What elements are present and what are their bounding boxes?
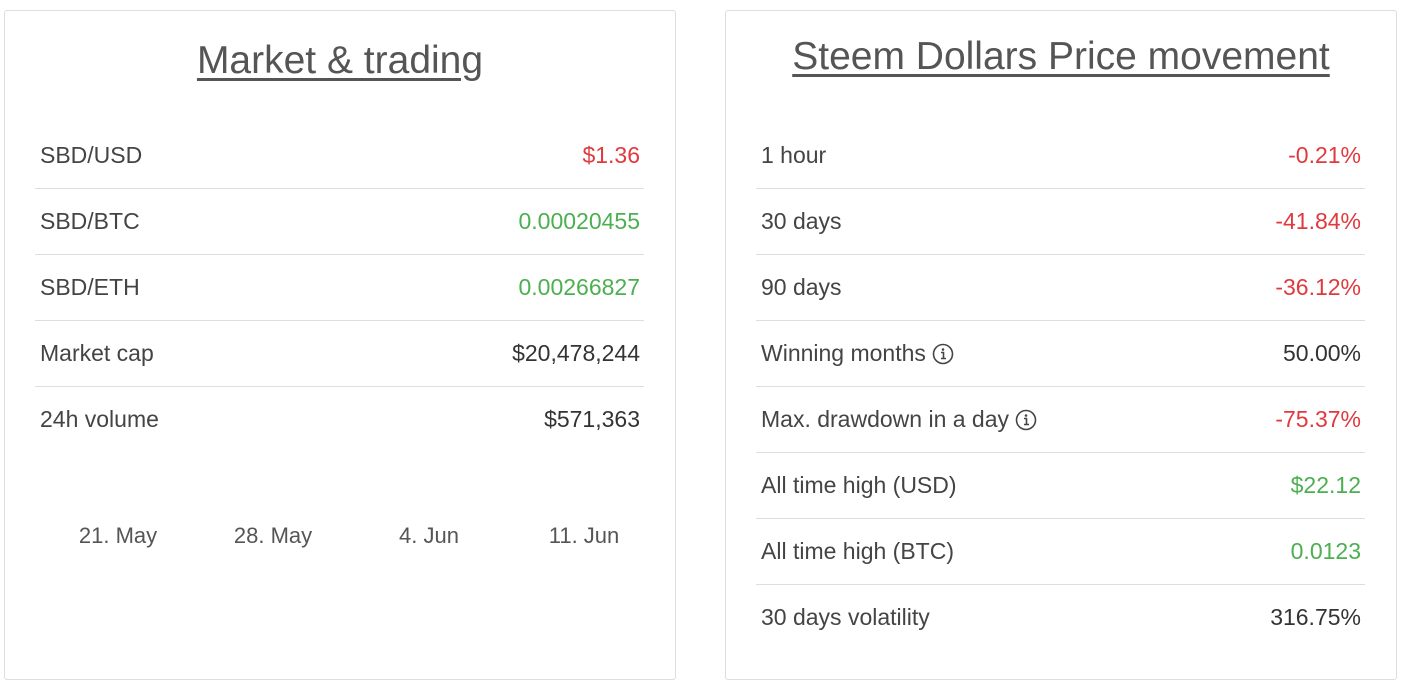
row-label: Max. drawdown in a day	[761, 406, 1010, 432]
row-label: All time high (USD)	[761, 472, 957, 498]
row-label: All time high (BTC)	[761, 538, 954, 564]
row: 24h volume $571,363	[35, 387, 644, 452]
market-rows: SBD/USD $1.36 SBD/BTC 0.00020455 SBD/ETH 0.…	[35, 123, 644, 452]
movement-rows: 1 hour -0.21% 30 days -41.84% 90 days -36.1…	[756, 123, 1365, 650]
row-value: $20,478,244	[512, 340, 640, 366]
date-label: 21. May	[78, 523, 158, 548]
row-value: -36.12%	[1275, 274, 1361, 300]
row: 1 hour -0.21%	[756, 123, 1365, 189]
page: Market & trading SBD/USD $1.36 SBD/BTC 0.0…	[4, 10, 1397, 680]
date-label: 28. May	[233, 523, 313, 548]
row: Max. drawdown in a day -75.37%	[756, 387, 1365, 453]
row: Winning months 50.00%	[756, 321, 1365, 387]
row: 30 days -41.84%	[756, 189, 1365, 255]
row-label: 1 hour	[761, 142, 827, 168]
row: Market cap $20,478,244	[35, 321, 644, 387]
date-label: 11. Jun	[548, 523, 620, 548]
row-label: 90 days	[761, 274, 842, 300]
row-value: -0.21%	[1288, 142, 1361, 168]
row-value: 50.00%	[1282, 340, 1361, 366]
row-value: $571,363	[544, 406, 640, 432]
row-label: Winning months	[761, 340, 926, 366]
movement-card: Steem Dollars Price movement 1 hour -0.21…	[725, 10, 1397, 680]
row-label: 30 days volatility	[761, 604, 930, 630]
row: 90 days -36.12%	[756, 255, 1365, 321]
row-label: 30 days	[761, 208, 842, 234]
row-label: Market cap	[40, 340, 154, 366]
row-value: -75.37%	[1275, 406, 1361, 432]
row-label: 24h volume	[40, 406, 159, 432]
row: SBD/ETH 0.00266827	[35, 255, 644, 321]
row: 30 days volatility 316.75%	[756, 585, 1365, 650]
row-value: 0.0123	[1290, 538, 1361, 564]
info-icon[interactable]	[1015, 409, 1037, 431]
row: All time high (USD) $22.12	[756, 453, 1365, 519]
row-value: $1.36	[582, 142, 640, 168]
row-value: 0.00020455	[518, 208, 640, 234]
row-label: SBD/USD	[40, 142, 143, 168]
date-label: 4. Jun	[399, 523, 459, 548]
row: SBD/BTC 0.00020455	[35, 189, 644, 255]
card-title: Steem Dollars Price movement	[792, 35, 1330, 78]
row: SBD/USD $1.36	[35, 123, 644, 189]
row-value: 0.00266827	[518, 274, 640, 300]
row-label: SBD/ETH	[40, 274, 140, 300]
row-label: SBD/BTC	[40, 208, 140, 234]
row-label-wrap: Max. drawdown in a day	[761, 406, 1037, 433]
row: All time high (BTC) 0.0123	[756, 519, 1365, 585]
row-value: $22.12	[1290, 472, 1361, 498]
row-value: 316.75%	[1270, 604, 1361, 630]
row-value: -41.84%	[1275, 208, 1361, 234]
card-title: Market & trading	[196, 39, 484, 82]
row-label-wrap: Winning months	[761, 340, 954, 367]
info-icon[interactable]	[932, 343, 954, 365]
market-card: Market & trading SBD/USD $1.36 SBD/BTC 0.0…	[4, 10, 676, 680]
